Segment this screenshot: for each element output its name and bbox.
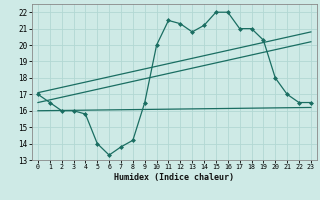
X-axis label: Humidex (Indice chaleur): Humidex (Indice chaleur): [115, 173, 234, 182]
